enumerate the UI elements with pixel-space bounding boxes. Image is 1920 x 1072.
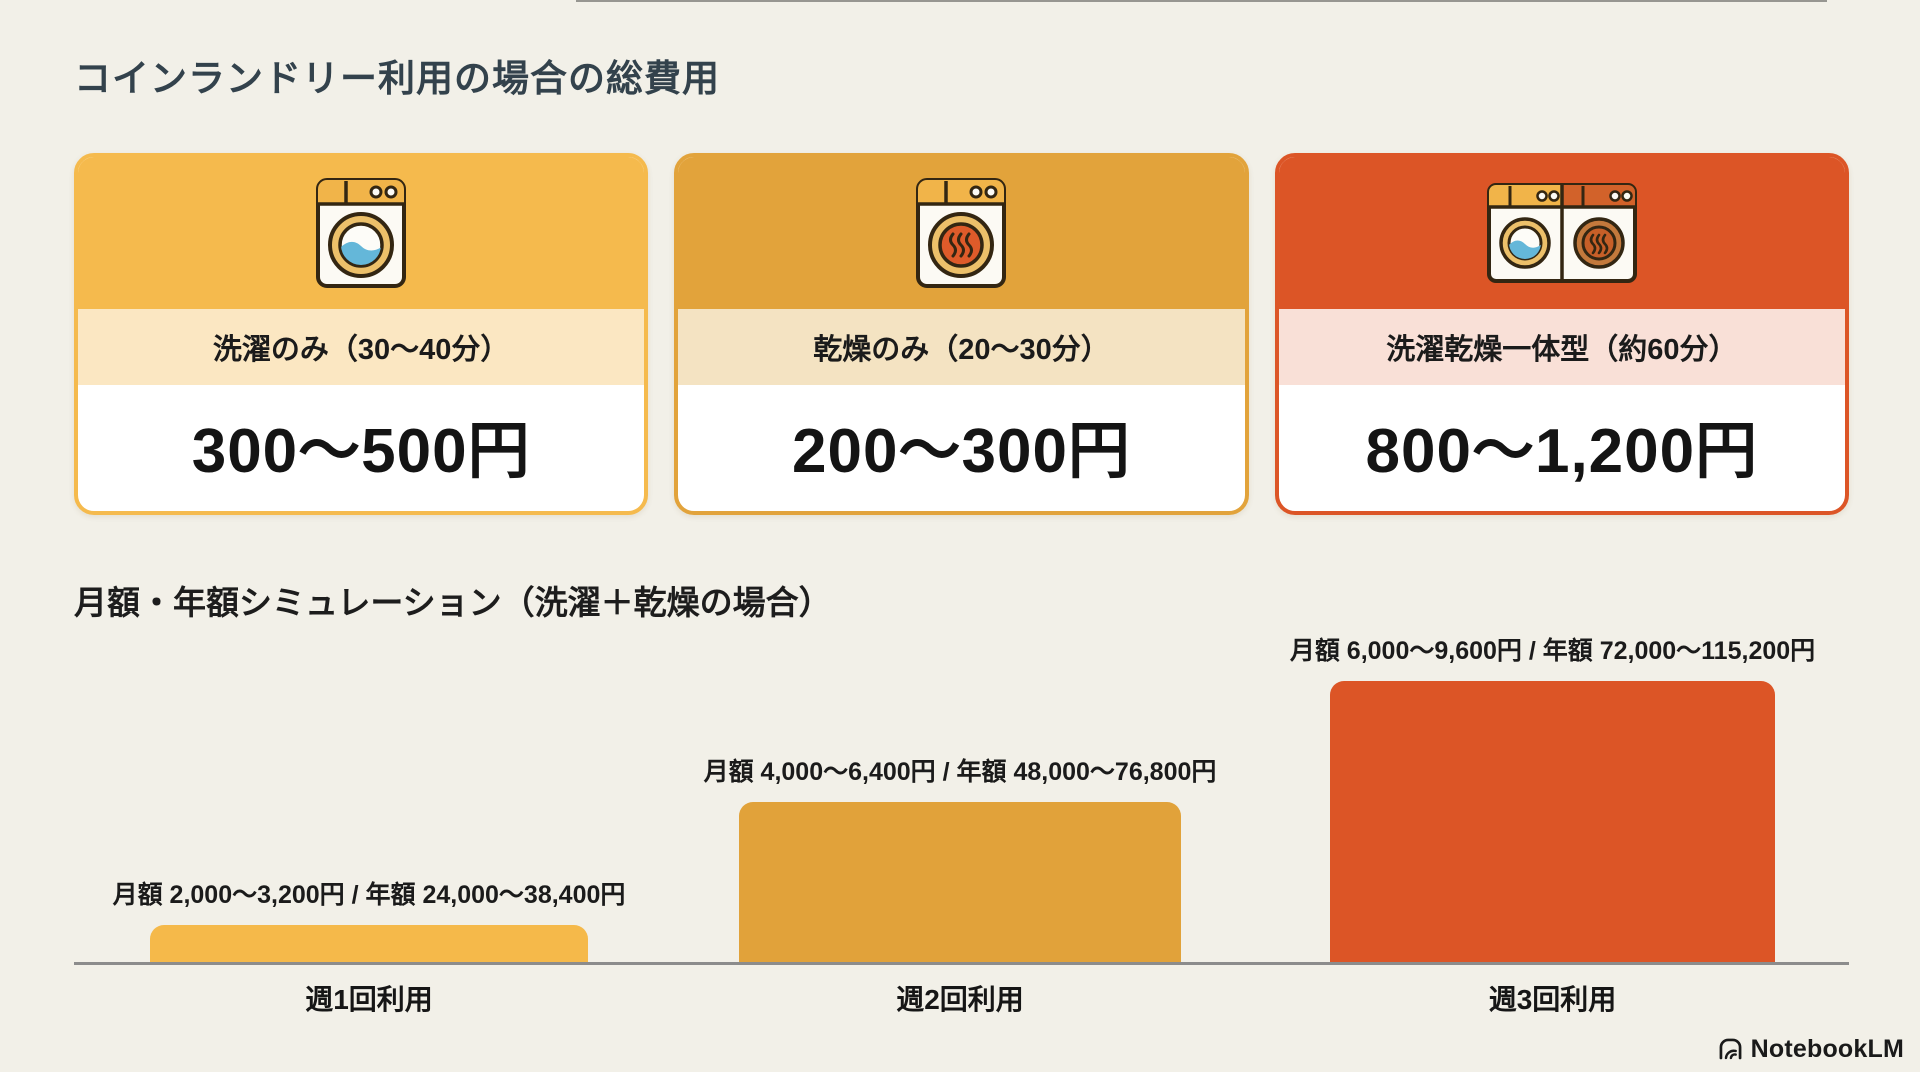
card-wash-only-label: 洗濯のみ（30〜40分） — [78, 309, 645, 385]
bar-week2 — [739, 802, 1181, 962]
bar-chart: 月額 2,000〜3,200円 / 年額 24,000〜38,400円 週1回利… — [74, 637, 1849, 1015]
washer-icon — [315, 177, 407, 289]
x-axis-label: 週2回利用 — [896, 984, 1024, 1015]
dryer-icon — [915, 177, 1007, 289]
x-axis-label: 週1回利用 — [305, 984, 433, 1015]
card-dry-only-header — [678, 157, 1245, 309]
notebooklm-brand-text: NotebookLM — [1750, 1035, 1904, 1063]
bar-annotation: 月額 6,000〜9,600円 / 年額 72,000〜115,200円 — [1289, 637, 1816, 665]
bar-annotation: 月額 4,000〜6,400円 / 年額 48,000〜76,800円 — [703, 758, 1217, 786]
chart-title: 月額・年額シミュレーション（洗濯＋乾燥の場合） — [74, 584, 832, 621]
card-wash-only: 洗濯のみ（30〜40分） 300〜500円 — [74, 153, 649, 515]
page-title: コインランドリー利用の場合の総費用 — [74, 58, 720, 99]
bar-annotation: 月額 2,000〜3,200円 / 年額 24,000〜38,400円 — [112, 881, 626, 909]
notebooklm-attribution: NotebookLM — [1717, 1035, 1904, 1064]
card-dry-only: 乾燥のみ（20〜30分） 200〜300円 — [674, 153, 1249, 515]
notebooklm-logo-icon — [1717, 1036, 1744, 1063]
bar-week3 — [1330, 681, 1775, 962]
bar-group-3: 月額 6,000〜9,600円 / 年額 72,000〜115,200円 週3回… — [1290, 637, 1815, 1015]
card-wash-dry-combo-label: 洗濯乾燥一体型（約60分） — [1278, 309, 1845, 385]
card-wash-only-header — [78, 157, 645, 309]
card-wash-dry-combo: 洗濯乾燥一体型（約60分） 800〜1,200円 — [1274, 153, 1849, 515]
card-dry-only-label: 乾燥のみ（20〜30分） — [678, 309, 1245, 385]
bar-week1 — [150, 925, 588, 962]
x-axis-label: 週3回利用 — [1488, 984, 1617, 1015]
card-wash-dry-combo-header — [1278, 157, 1845, 309]
top-edge-line — [576, 0, 1827, 2]
bar-group-2: 月額 4,000〜6,400円 / 年額 48,000〜76,800円 週2回利… — [704, 640, 1217, 1015]
cost-cards: 洗濯のみ（30〜40分） 300〜500円 — [74, 153, 1849, 515]
washer-dryer-icon — [1486, 182, 1638, 284]
bar-group-1: 月額 2,000〜3,200円 / 年額 24,000〜38,400円 週1回利… — [113, 640, 626, 1015]
card-wash-only-price: 300〜500円 — [191, 417, 531, 486]
card-dry-only-price: 200〜300円 — [792, 417, 1131, 486]
card-wash-dry-combo-price: 800〜1,200円 — [1365, 417, 1759, 486]
